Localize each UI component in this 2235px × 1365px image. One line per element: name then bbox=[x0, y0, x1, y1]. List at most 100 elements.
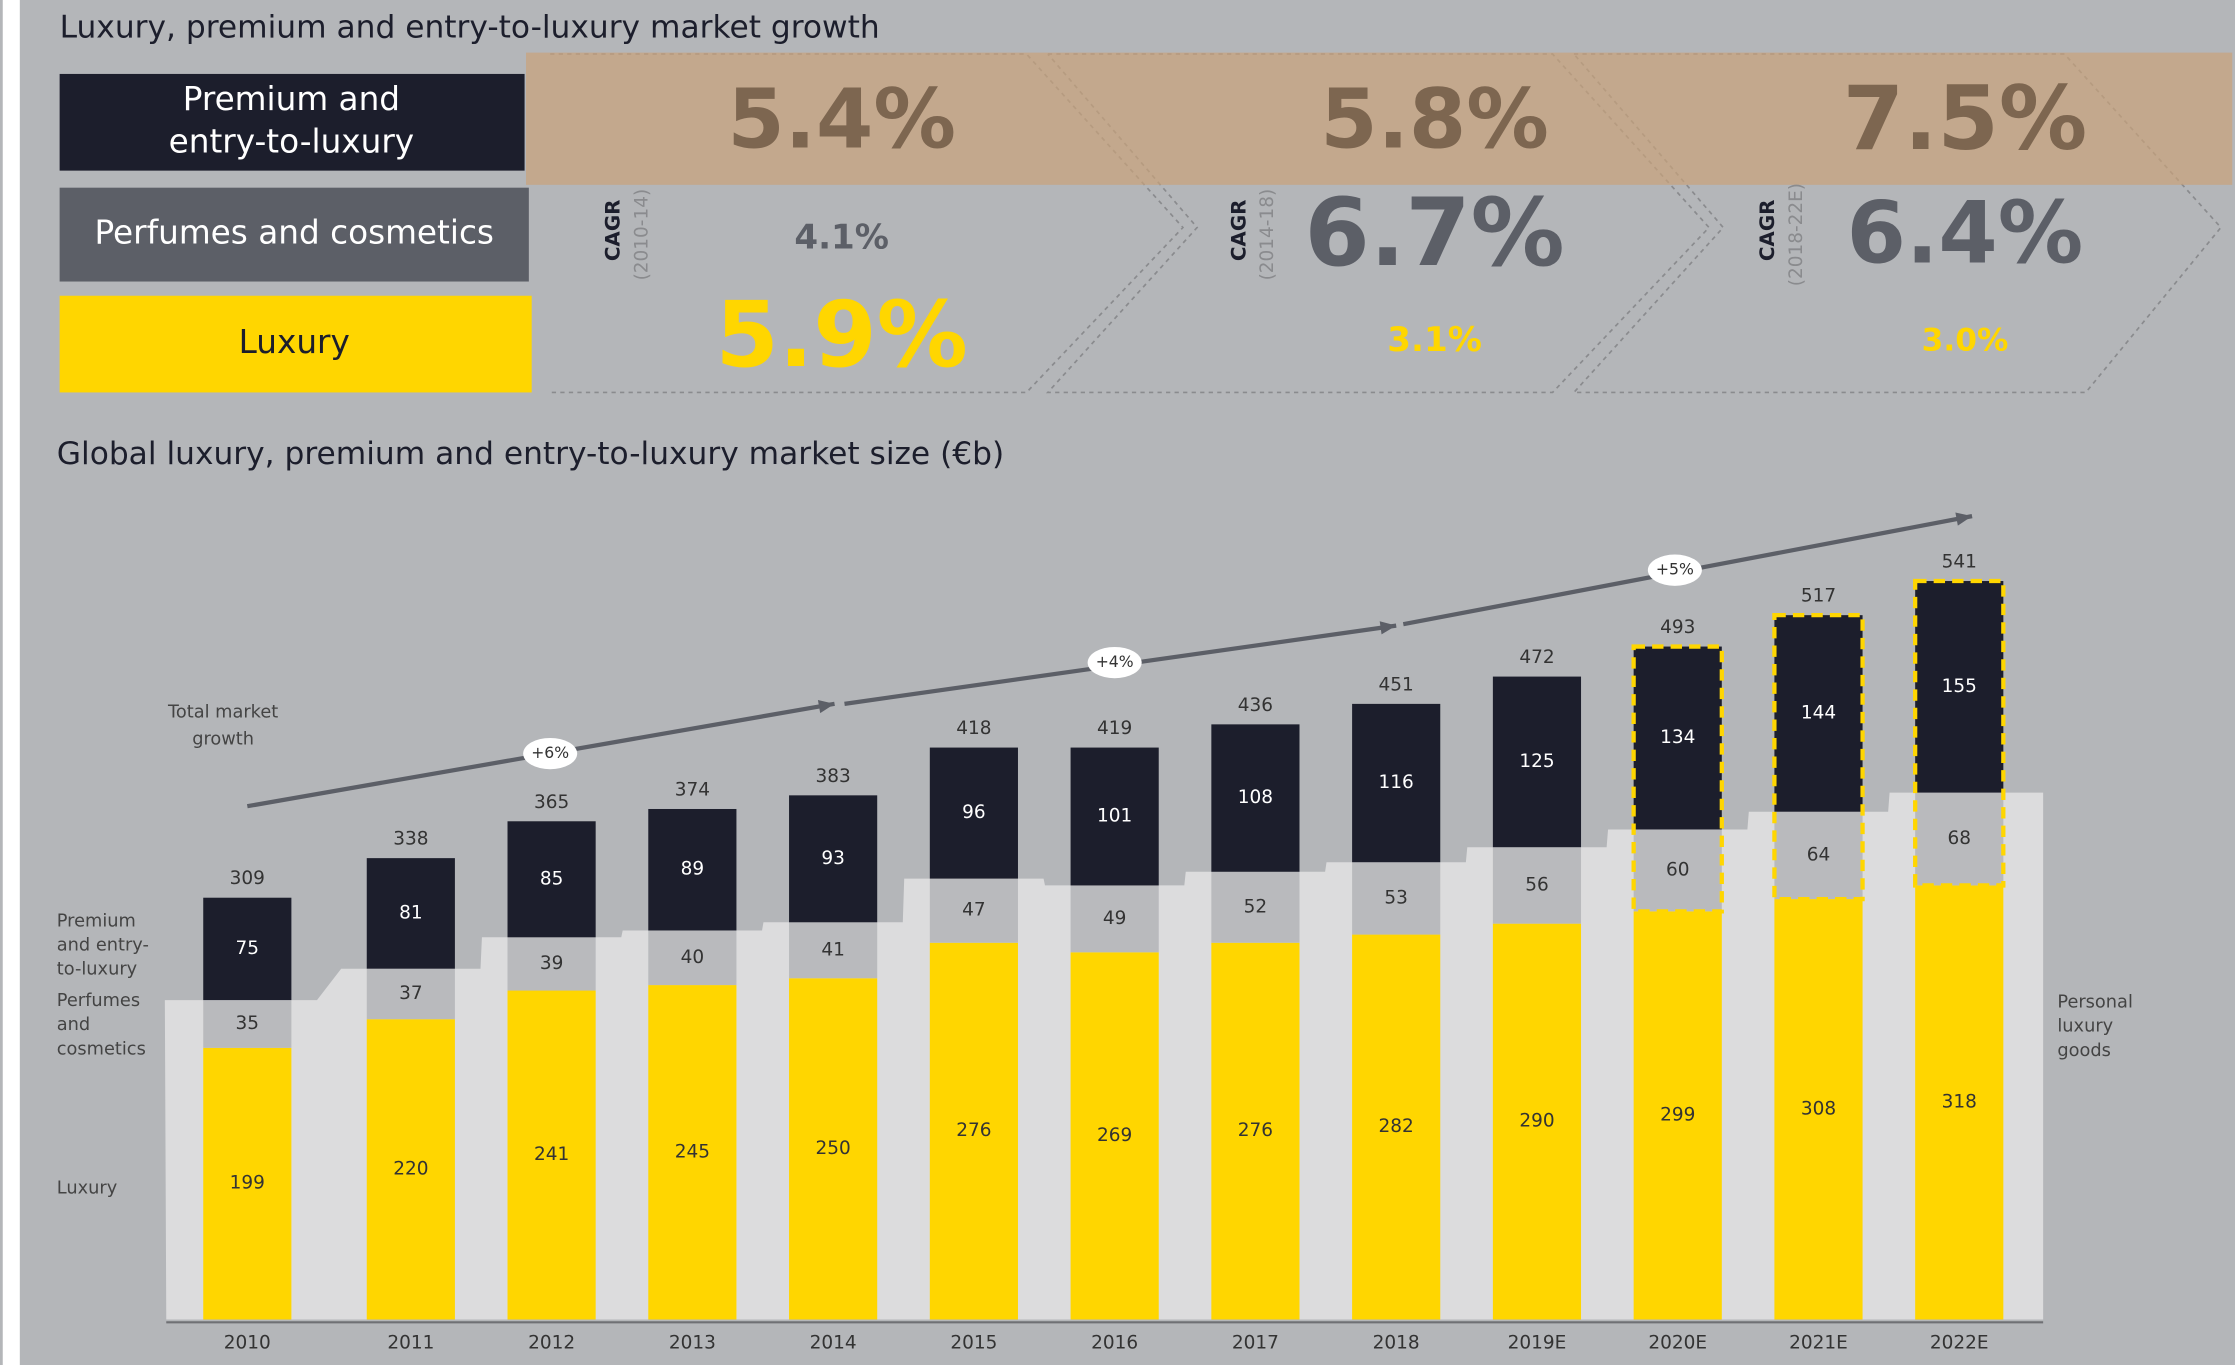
total-label: 338 bbox=[393, 829, 428, 850]
total-label: 436 bbox=[1238, 695, 1273, 716]
x-tick-label: 2016 bbox=[1091, 1333, 1138, 1354]
data-label: 318 bbox=[1942, 1091, 1977, 1112]
forecast-outline bbox=[1913, 578, 2006, 888]
data-label: 47 bbox=[962, 900, 986, 921]
data-label: 155 bbox=[1942, 676, 1977, 697]
bar-segment bbox=[203, 897, 292, 1001]
arrow-head bbox=[817, 699, 835, 714]
data-label: 245 bbox=[675, 1141, 710, 1162]
data-label: 116 bbox=[1379, 772, 1414, 793]
bar-segment bbox=[648, 985, 737, 1320]
x-tick-label: 2018 bbox=[1373, 1333, 1420, 1354]
data-label: 52 bbox=[1244, 896, 1268, 917]
legend-box bbox=[59, 187, 529, 282]
total-label: 383 bbox=[815, 766, 850, 787]
data-label: 39 bbox=[540, 953, 564, 974]
cagr-value: 5.9% bbox=[715, 283, 967, 388]
data-label: 276 bbox=[1238, 1120, 1273, 1141]
data-label: 269 bbox=[1097, 1125, 1132, 1146]
bar-segment bbox=[789, 795, 878, 923]
growth-rate: +5% bbox=[1656, 560, 1694, 579]
cagr-label: CAGR bbox=[1756, 200, 1779, 262]
total-label: 517 bbox=[1801, 586, 1836, 607]
data-label: 49 bbox=[1103, 908, 1127, 929]
bar-segment bbox=[366, 968, 455, 1020]
total-label: 365 bbox=[534, 792, 569, 813]
data-label: 250 bbox=[815, 1138, 850, 1159]
forecast-outline bbox=[1631, 644, 1724, 914]
data-label: 144 bbox=[1801, 702, 1836, 723]
bar-segment bbox=[929, 878, 1018, 943]
cagr-period: (2018-22E) bbox=[1786, 183, 1807, 286]
data-label: 60 bbox=[1666, 859, 1690, 880]
growth-label: Total market bbox=[167, 702, 278, 722]
data-label: 56 bbox=[1525, 874, 1549, 895]
data-label: 220 bbox=[393, 1158, 428, 1179]
data-label: 64 bbox=[1807, 844, 1831, 865]
growth-pill bbox=[1647, 554, 1702, 586]
side-label: and entry- bbox=[57, 936, 149, 956]
legend-box bbox=[59, 295, 532, 393]
x-tick-label: 2017 bbox=[1232, 1333, 1279, 1354]
data-label: 282 bbox=[1379, 1116, 1414, 1137]
x-tick-label: 2021E bbox=[1789, 1333, 1848, 1354]
data-label: 276 bbox=[956, 1120, 991, 1141]
x-tick-label: 2014 bbox=[810, 1333, 857, 1354]
side-label: Premium bbox=[57, 911, 136, 931]
x-tick-label: 2012 bbox=[528, 1333, 575, 1354]
bar-segment bbox=[648, 930, 737, 986]
data-label: 134 bbox=[1660, 727, 1695, 748]
data-label: 108 bbox=[1238, 787, 1273, 808]
data-label: 85 bbox=[540, 868, 564, 889]
cagr-label: CAGR bbox=[602, 200, 625, 262]
data-label: 96 bbox=[962, 802, 986, 823]
bar-segment bbox=[507, 937, 596, 991]
data-label: 93 bbox=[821, 848, 845, 869]
bar-segment bbox=[1211, 724, 1300, 872]
bar-segment bbox=[203, 1047, 292, 1320]
data-label: 125 bbox=[1519, 751, 1554, 772]
data-label: 68 bbox=[1947, 828, 1971, 849]
bar-segment bbox=[1211, 871, 1300, 943]
bar-segment bbox=[1492, 923, 1582, 1320]
arrow-head bbox=[1379, 621, 1397, 635]
side-label: Perfumes bbox=[57, 991, 140, 1011]
cagr-value: 4.1% bbox=[794, 217, 889, 257]
bar-segment bbox=[1915, 792, 2004, 886]
highlight-band bbox=[526, 52, 2233, 185]
x-tick-label: 2010 bbox=[224, 1333, 271, 1354]
bar-segment bbox=[203, 1000, 292, 1048]
growth-pill bbox=[523, 737, 578, 770]
bar-segment bbox=[1633, 911, 1722, 1320]
bar-segment bbox=[1070, 952, 1159, 1320]
total-label: 419 bbox=[1097, 718, 1132, 739]
x-tick-label: 2011 bbox=[387, 1333, 434, 1354]
bar-segment bbox=[929, 942, 1018, 1320]
bar-segment bbox=[648, 808, 737, 931]
growth-label: growth bbox=[192, 729, 254, 749]
data-label: 89 bbox=[681, 859, 705, 880]
left-edge bbox=[2, 0, 20, 1365]
bar-segment bbox=[507, 821, 596, 938]
chart-title: Global luxury, premium and entry-to-luxu… bbox=[57, 436, 1004, 472]
data-label: 199 bbox=[230, 1173, 265, 1194]
side-label: to-luxury bbox=[57, 960, 137, 980]
bar-segment bbox=[789, 922, 878, 979]
bar-segment bbox=[1492, 676, 1582, 848]
data-label: 53 bbox=[1384, 887, 1408, 908]
side-label: goods bbox=[2057, 1041, 2111, 1061]
arrow-head bbox=[1955, 512, 1973, 526]
growth-rate: +6% bbox=[531, 743, 569, 762]
data-label: 41 bbox=[821, 939, 845, 960]
data-label: 75 bbox=[236, 938, 260, 959]
bar-segment bbox=[366, 1019, 455, 1320]
bar-segment bbox=[1633, 646, 1722, 830]
bar-segment bbox=[507, 990, 596, 1320]
bar-segment bbox=[1352, 862, 1441, 935]
side-label: luxury bbox=[2057, 1017, 2113, 1037]
bar-segment bbox=[1352, 703, 1441, 863]
cagr-value: 3.0% bbox=[1922, 322, 2009, 358]
data-label: 37 bbox=[399, 983, 423, 1004]
bar-segment bbox=[1070, 747, 1159, 886]
